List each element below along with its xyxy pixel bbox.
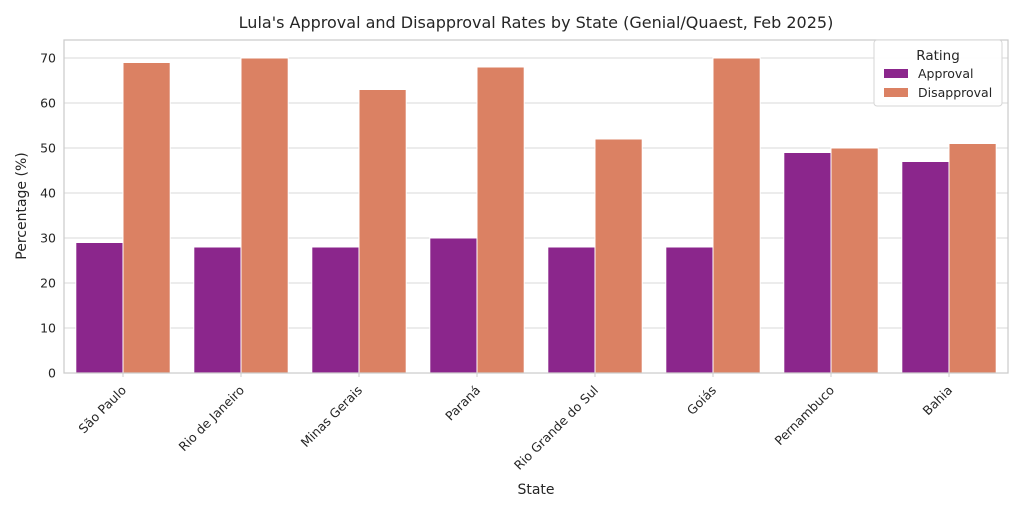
y-tick-label: 10 — [40, 321, 56, 336]
bar-approval — [901, 161, 950, 374]
bar-disapproval — [240, 57, 289, 374]
bar-disapproval — [358, 89, 407, 374]
legend-swatch-disapproval — [884, 88, 908, 97]
bar-disapproval — [712, 57, 761, 374]
bar-disapproval — [948, 143, 997, 374]
y-tick-label: 0 — [48, 366, 56, 381]
plot-area — [63, 39, 1009, 374]
bars — [75, 57, 997, 374]
bar-approval — [547, 246, 596, 374]
x-tick-label: Rio de Janeiro — [175, 383, 247, 455]
bar-approval — [429, 237, 478, 374]
chart-title: Lula's Approval and Disapproval Rates by… — [239, 13, 834, 32]
bar-approval — [75, 242, 124, 374]
x-tick-label: Bahia — [920, 383, 956, 419]
y-tick-label: 40 — [40, 186, 56, 201]
legend-swatch-approval — [884, 69, 908, 78]
bar-approval — [311, 246, 360, 374]
y-tick-label: 60 — [40, 96, 56, 111]
x-axis-label: State — [517, 482, 554, 498]
y-tick-label: 70 — [40, 51, 56, 66]
y-axis-label: Percentage (%) — [14, 152, 30, 259]
x-axis: São Paulo Rio de Janeiro Minas Gerais Paran… — [75, 373, 955, 473]
bar-disapproval — [594, 138, 643, 374]
y-tick-label: 50 — [40, 141, 56, 156]
legend-label-approval: Approval — [918, 66, 973, 81]
legend-items: Approval Disapproval — [884, 66, 992, 100]
legend-title: Rating — [916, 48, 960, 64]
x-tick-label: Pernambuco — [771, 383, 837, 449]
x-tick-label: Paraná — [442, 383, 483, 424]
bar-approval — [665, 246, 714, 374]
x-tick-label: Goiás — [684, 383, 719, 418]
bar-approval — [193, 246, 242, 374]
bar-disapproval — [476, 66, 525, 374]
legend: Rating Approval Disapproval — [873, 39, 1003, 107]
y-axis: 0 10 20 30 40 50 60 70 — [40, 51, 56, 381]
x-tick-label: Rio Grande do Sul — [511, 383, 601, 473]
x-tick-label: São Paulo — [75, 383, 129, 437]
legend-label-disapproval: Disapproval — [918, 85, 992, 100]
bar-disapproval — [122, 62, 171, 374]
y-tick-label: 20 — [40, 276, 56, 291]
x-tick-label: Minas Gerais — [298, 383, 366, 451]
bar-disapproval — [830, 147, 879, 374]
y-tick-label: 30 — [40, 231, 56, 246]
bar-approval — [783, 152, 832, 374]
